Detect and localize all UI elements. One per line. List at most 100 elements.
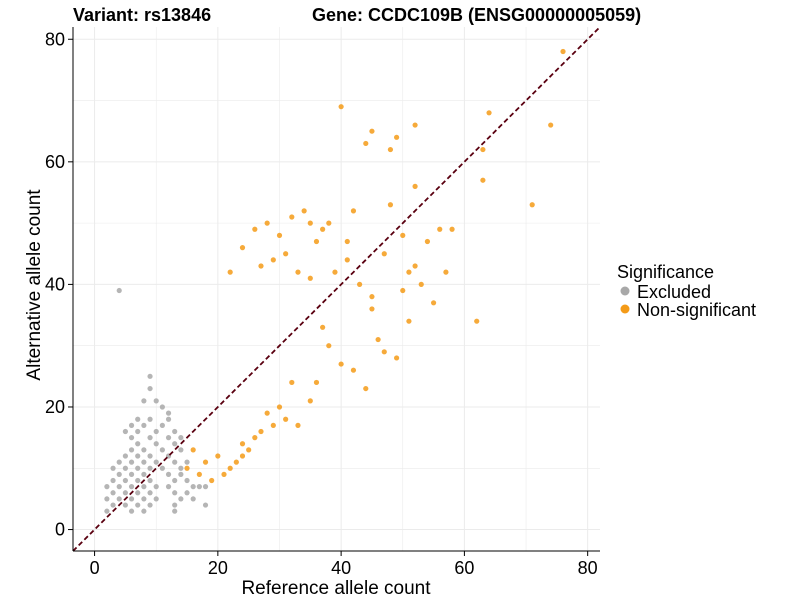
point-non-significant [529, 202, 535, 208]
legend: Significance Excluded Non-significant [617, 262, 756, 320]
point-excluded [172, 508, 178, 514]
point-non-significant [394, 134, 400, 140]
point-non-significant [196, 471, 202, 477]
point-non-significant [313, 379, 320, 386]
point-excluded [141, 496, 147, 502]
point-non-significant [184, 465, 190, 471]
point-non-significant [375, 336, 381, 343]
point-non-significant [363, 385, 369, 392]
point-excluded [128, 435, 135, 441]
point-excluded [128, 484, 135, 490]
point-excluded [172, 477, 178, 484]
point-non-significant [227, 465, 233, 471]
chart-title-variant: Variant: rs13846 [73, 5, 211, 25]
point-non-significant [560, 48, 566, 55]
point-non-significant [270, 422, 276, 428]
point-non-significant [313, 238, 320, 245]
point-excluded [122, 502, 128, 508]
y-tick-label: 0 [55, 520, 65, 540]
point-non-significant [412, 183, 418, 189]
point-excluded [147, 435, 153, 441]
point-excluded [110, 465, 116, 471]
point-excluded [190, 484, 196, 490]
point-excluded [122, 490, 128, 496]
point-excluded [172, 459, 178, 465]
point-excluded [122, 453, 128, 459]
y-tick-label: 80 [45, 29, 65, 49]
point-excluded [165, 410, 172, 416]
point-excluded [135, 428, 141, 435]
point-non-significant [270, 257, 276, 263]
point-excluded [147, 453, 153, 459]
point-non-significant [202, 459, 209, 465]
legend-swatch-non-significant [620, 304, 630, 314]
point-non-significant [449, 226, 455, 232]
y-tick-label: 20 [45, 397, 65, 417]
point-non-significant [239, 453, 246, 459]
point-excluded [147, 416, 153, 422]
point-non-significant [350, 208, 357, 214]
point-excluded [128, 471, 135, 477]
point-non-significant [369, 128, 375, 134]
point-excluded [141, 422, 147, 428]
point-excluded [128, 496, 135, 502]
point-excluded [184, 490, 190, 496]
point-non-significant [295, 422, 301, 428]
legend-label-non-significant: Non-significant [637, 300, 756, 320]
point-excluded [165, 484, 172, 490]
point-excluded [147, 385, 153, 392]
point-excluded [147, 373, 153, 379]
point-excluded [141, 459, 147, 465]
point-excluded [141, 484, 147, 490]
point-non-significant [394, 355, 400, 361]
point-excluded [153, 459, 159, 465]
point-excluded [116, 496, 122, 502]
point-non-significant [258, 428, 264, 435]
point-excluded [165, 471, 172, 477]
point-excluded [153, 428, 159, 435]
point-non-significant [344, 257, 350, 263]
point-excluded [104, 496, 110, 502]
point-non-significant [381, 349, 387, 355]
point-excluded [122, 477, 128, 484]
point-non-significant [443, 269, 449, 275]
point-non-significant [252, 435, 258, 441]
point-excluded [172, 428, 178, 435]
point-non-significant [283, 416, 289, 422]
point-excluded [141, 447, 147, 453]
point-non-significant [246, 447, 252, 453]
point-excluded [153, 398, 159, 404]
point-excluded [141, 471, 147, 477]
point-excluded [110, 490, 116, 496]
point-non-significant [381, 251, 387, 257]
reference-diagonal-layer [72, 26, 601, 552]
point-non-significant [190, 447, 196, 453]
point-non-significant [307, 275, 313, 281]
point-excluded [116, 471, 122, 477]
point-non-significant [239, 441, 246, 447]
reference-diagonal-line [72, 26, 601, 552]
point-excluded [159, 404, 165, 410]
point-non-significant [215, 453, 221, 459]
y-tick-label: 40 [45, 274, 65, 294]
point-non-significant [400, 232, 406, 238]
point-non-significant [289, 379, 295, 386]
point-non-significant [406, 318, 412, 324]
point-excluded [184, 477, 190, 484]
point-excluded [122, 428, 128, 435]
point-non-significant [326, 220, 332, 226]
point-excluded [172, 490, 178, 496]
point-excluded [178, 447, 184, 453]
point-excluded [135, 502, 141, 508]
chart-title-gene: Gene: CCDC109B (ENSG00000005059) [312, 5, 641, 25]
y-tick-label: 60 [45, 152, 65, 172]
point-excluded [172, 502, 178, 508]
point-excluded [178, 471, 184, 477]
point-non-significant [307, 398, 313, 404]
legend-label-excluded: Excluded [637, 282, 711, 302]
point-non-significant [233, 459, 239, 465]
y-axis-title: Alternative allele count [24, 189, 45, 381]
point-non-significant [369, 306, 375, 312]
x-tick-label: 40 [331, 558, 351, 578]
point-non-significant [400, 287, 406, 294]
